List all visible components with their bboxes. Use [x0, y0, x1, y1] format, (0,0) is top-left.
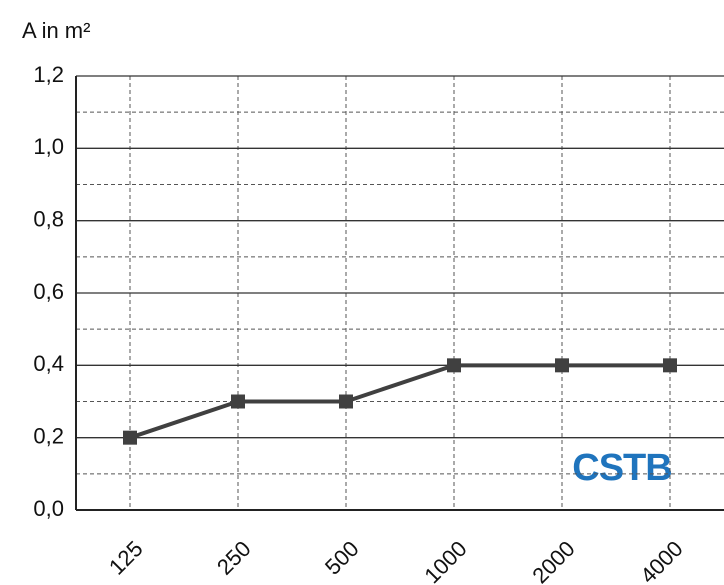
marker: [555, 358, 569, 373]
x-tick-label: 4000: [635, 536, 687, 585]
marker: [231, 394, 245, 409]
y-tick-label: 0,8: [33, 206, 64, 231]
x-tick-label: 125: [104, 536, 148, 580]
logo: CSTB: [572, 447, 671, 489]
x-tick-label: 250: [212, 536, 256, 580]
x-tick-label: 2000: [527, 536, 579, 585]
x-tick-label: 1000: [419, 536, 471, 585]
x-tick-label: 500: [320, 536, 364, 580]
y-tick-label: 0,4: [33, 351, 64, 376]
y-tick-label: 0,2: [33, 423, 64, 448]
marker: [339, 394, 353, 409]
y-tick-label: 1,0: [33, 134, 64, 159]
y-axis-label: A in m²: [22, 18, 90, 43]
marker: [663, 358, 677, 373]
marker: [123, 430, 137, 445]
y-tick-label: 1,2: [33, 62, 64, 87]
line: [129, 363, 670, 440]
y-tick-label: 0,0: [33, 496, 64, 521]
y-tick-label: 0,6: [33, 279, 64, 304]
marker: [447, 358, 461, 373]
